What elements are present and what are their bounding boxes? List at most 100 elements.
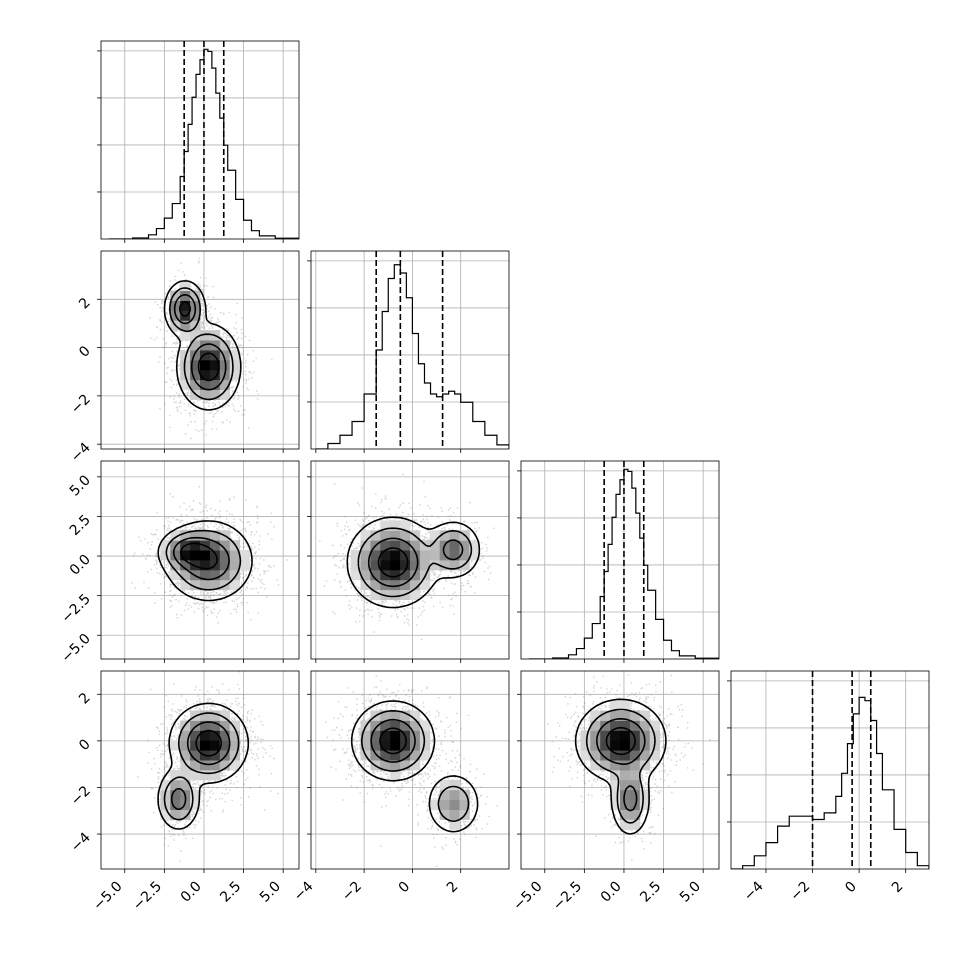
- density-cell: [439, 530, 450, 541]
- density-cell: [190, 789, 201, 801]
- density-frame: [100, 670, 300, 870]
- density-shading: [360, 710, 470, 830]
- density-cell: [610, 750, 621, 761]
- density-cell: [180, 379, 191, 390]
- density-cell: [600, 740, 611, 751]
- density-contour-2: [173, 294, 227, 391]
- density-cell: [370, 720, 381, 731]
- density-cell: [360, 579, 371, 591]
- density-body: [137, 671, 279, 862]
- density-cell: [350, 550, 361, 561]
- density-cell: [200, 740, 211, 751]
- density-cell: [229, 369, 240, 381]
- density-cell: [410, 750, 421, 761]
- density-cell: [170, 799, 181, 810]
- density-cell: [209, 540, 221, 551]
- density-cell: [190, 560, 201, 571]
- density-cell: [360, 730, 371, 741]
- density-cell: [410, 589, 421, 600]
- density-cell: [390, 710, 401, 721]
- density-cell: [239, 560, 250, 571]
- density-cell: [170, 550, 181, 561]
- density-cell: [410, 540, 421, 551]
- density-cell: [410, 730, 421, 741]
- histogram-axes: −4 −2 0 2: [727, 680, 907, 904]
- density-cell: [170, 740, 181, 751]
- x-tick-label: −5.0: [90, 879, 125, 914]
- density-cell: [610, 760, 621, 771]
- density-panel-r3-c2: −5.0 −2.5 0.0 2.5 5.0: [510, 670, 720, 914]
- density-cell: [390, 560, 401, 571]
- density-grid: [311, 671, 509, 869]
- density-contour-0: [350, 700, 479, 833]
- x-tick-label: 0: [396, 879, 414, 897]
- density-cell: [200, 720, 211, 731]
- density-cell: [400, 520, 411, 531]
- density-cell: [620, 720, 631, 731]
- scatter-point-cloud: [131, 486, 288, 624]
- density-cell: [449, 799, 460, 810]
- density-cell: [370, 569, 381, 581]
- density-cell: [390, 589, 401, 600]
- histogram-step-line: [731, 696, 929, 869]
- density-cell: [180, 530, 191, 541]
- density-cell: [209, 730, 221, 741]
- y-tick-label: 0: [76, 736, 94, 754]
- density-cell: [390, 720, 401, 731]
- density-cell: [449, 550, 460, 561]
- density-cell: [200, 379, 211, 390]
- density-cell: [190, 579, 201, 591]
- density-cell: [390, 530, 401, 541]
- density-cell: [610, 789, 621, 801]
- density-cell: [190, 359, 201, 371]
- density-cell: [209, 550, 221, 561]
- density-cell: [459, 540, 470, 551]
- density-cell: [459, 799, 470, 810]
- density-cell: [229, 550, 240, 561]
- y-tick-label: −2: [68, 783, 94, 809]
- density-cell: [200, 560, 211, 571]
- density-cell: [600, 760, 611, 771]
- density-cell: [239, 550, 250, 561]
- x-tick-label: 2.5: [637, 879, 664, 906]
- scatter-point-cloud: [325, 675, 498, 867]
- density-cell: [190, 320, 201, 331]
- density-cell: [170, 779, 181, 791]
- density-cell: [639, 789, 651, 801]
- density-cell: [429, 560, 441, 571]
- density-cell: [620, 779, 631, 791]
- density-contour-1: [357, 527, 473, 598]
- density-axes: [307, 476, 462, 663]
- density-cell: [170, 560, 181, 571]
- density-cell: [209, 350, 221, 361]
- density-cell: [380, 720, 391, 731]
- density-cell: [380, 750, 391, 761]
- density-cell: [209, 770, 221, 781]
- histogram-axes: [97, 50, 284, 243]
- histogram-grid: [311, 251, 509, 449]
- density-cell: [180, 740, 191, 751]
- density-cell: [590, 720, 601, 731]
- density-cell: [209, 530, 221, 541]
- density-contour-1: [361, 710, 470, 822]
- density-cell: [580, 740, 591, 751]
- scatter-point-cloud: [319, 473, 495, 641]
- density-cell: [180, 290, 191, 301]
- density-cell: [160, 809, 171, 820]
- density-cell: [200, 710, 211, 721]
- density-cell: [419, 750, 431, 761]
- density-cell: [449, 819, 460, 830]
- density-cell: [209, 359, 221, 371]
- density-cell: [200, 730, 211, 741]
- y-tick-label: 5.0: [67, 472, 94, 499]
- histogram-frame: [730, 670, 930, 870]
- density-cell: [200, 389, 211, 400]
- density-cell: [419, 730, 431, 741]
- density-cell: [610, 799, 621, 810]
- density-cell: [400, 720, 411, 731]
- scatter-points: [319, 473, 495, 641]
- y-tick-label: −5.0: [58, 631, 93, 666]
- density-contour-3: [379, 727, 407, 755]
- density-cell: [190, 730, 201, 741]
- density-cell: [429, 550, 441, 561]
